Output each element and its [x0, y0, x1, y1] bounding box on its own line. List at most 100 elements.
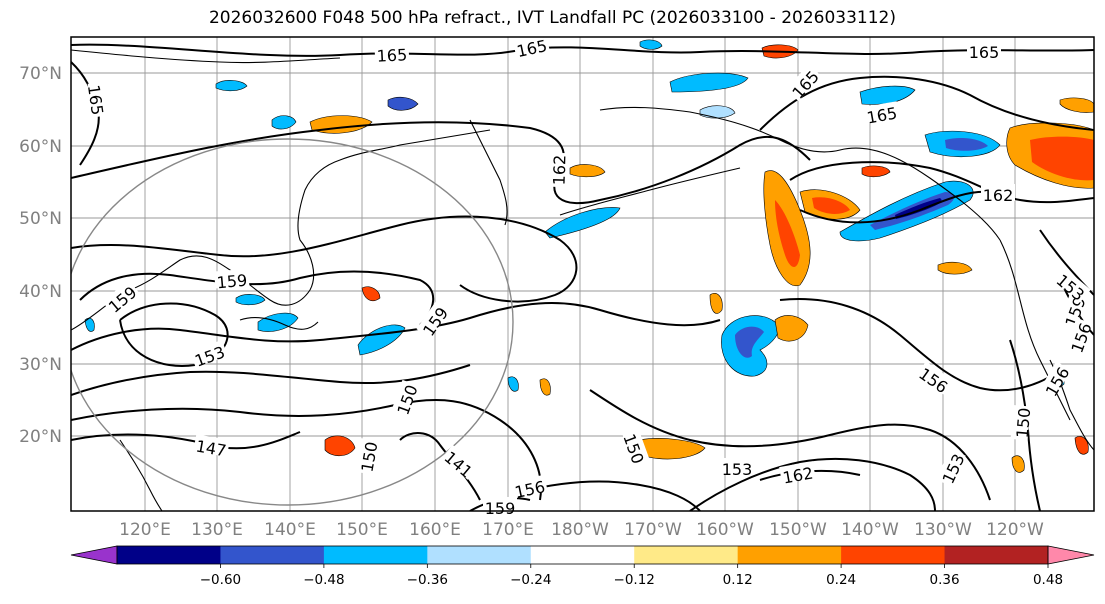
- contour-162-low: [799, 190, 991, 224]
- region-circle: [71, 138, 514, 506]
- pos-region-mid: [709, 292, 723, 314]
- lon-label: 170°E: [482, 520, 534, 540]
- contour-label-bg: [1053, 267, 1091, 303]
- neg-region-small-1: [215, 80, 248, 92]
- pos-region-east: [1074, 436, 1089, 455]
- contour-label-bg: [441, 444, 479, 480]
- lat-label: 50°N: [19, 209, 62, 229]
- colorbar-tick-label: −0.36: [407, 572, 448, 588]
- neg-region-small-3: [639, 39, 663, 50]
- contour-label: 162: [549, 154, 569, 185]
- contour-label: 153: [722, 460, 753, 479]
- pos-region-small-1: [569, 164, 606, 178]
- contour-label: 165: [969, 43, 1000, 62]
- colorbar-frame: [116, 545, 1049, 565]
- colorbar-tick-label: −0.24: [510, 572, 551, 588]
- lat-label: 70°N: [19, 64, 62, 84]
- colorbar-segment: [323, 546, 428, 564]
- colorbar-segment: [944, 546, 1049, 564]
- contour-label-bg: [981, 184, 1015, 201]
- neg-region-bc-core: [945, 138, 988, 151]
- lon-label: 160°E: [409, 520, 461, 540]
- contour-label-bg: [967, 41, 1001, 58]
- contour-label-bg: [779, 461, 816, 484]
- pos-region-arctic: [1059, 97, 1094, 113]
- map-title: 2026032600 F048 500 hPa refract., IVT La…: [208, 8, 896, 28]
- pos-region-kuril: [361, 286, 381, 301]
- lon-label: 140°E: [264, 520, 316, 540]
- contour-165-north: [71, 43, 1094, 57]
- contour-153-a: [71, 364, 471, 396]
- contour-label-bg: [390, 379, 419, 418]
- coast-philippines: [119, 439, 163, 511]
- lon-label: 150°W: [769, 520, 827, 540]
- contour-label-bg: [193, 434, 230, 457]
- contour-150-a: [71, 399, 542, 501]
- pos-region-tropic-west: [324, 435, 356, 457]
- lat-label: 20°N: [19, 427, 62, 447]
- contour-label-bg: [189, 339, 228, 368]
- lon-label: 130°W: [914, 520, 972, 540]
- colorbar-segment: [427, 546, 532, 564]
- neg-region-small-2: [271, 115, 297, 130]
- contour-153-south: [689, 457, 936, 511]
- contour-159-b: [79, 270, 435, 326]
- colorbar-tick-label: −0.60: [200, 572, 241, 588]
- colorbar-tick-label: 0.36: [930, 572, 960, 588]
- contour-label: 159: [216, 271, 248, 293]
- contour-label-bg: [510, 474, 548, 499]
- lon-label: 150°E: [336, 520, 388, 540]
- contour-label-bg: [374, 43, 410, 62]
- contour-153-b: [119, 302, 229, 367]
- colorbar-segment: [220, 546, 325, 564]
- contour-150-b: [589, 389, 991, 501]
- neg-region-bering: [669, 72, 749, 93]
- contour-label-bg: [547, 152, 566, 188]
- pos-region-small-2: [861, 165, 891, 178]
- pos-region-swirl: [774, 315, 809, 342]
- contour-162-ring: [789, 161, 1094, 204]
- ivt-shading-positive: [309, 44, 1094, 473]
- contour-label-bg: [935, 448, 966, 487]
- pos-region-gulf-core: [812, 197, 850, 214]
- contour-label-bg: [214, 268, 250, 289]
- contour-156-b: [779, 298, 1061, 392]
- colorbar-segment: [530, 546, 635, 564]
- colorbar-segment: [737, 546, 842, 564]
- lon-label: 180°W: [551, 520, 609, 540]
- lon-label: 120°E: [119, 520, 171, 540]
- pos-region-coast-core: [775, 200, 800, 268]
- longitude-labels: 120°E 130°E 140°E 150°E 160°E 170°E 180°W 170°W…: [119, 520, 1044, 540]
- coast-japan: [239, 316, 319, 330]
- neg-region-alaska: [859, 85, 916, 105]
- pos-region-baja: [1011, 455, 1025, 473]
- colorbar: −0.60 −0.48 −0.36 −0.24 −0.12 0.12 0.24 0.36 0.4…: [70, 545, 1095, 588]
- lon-label: 170°W: [624, 520, 682, 540]
- contour-label-bg: [87, 81, 110, 118]
- contour-label-bg: [416, 301, 450, 339]
- pos-region-canada-core: [1030, 136, 1094, 181]
- contour-label-bg: [863, 101, 900, 124]
- contour-label-bg: [1039, 361, 1071, 400]
- pos-region-small-3: [539, 378, 551, 396]
- neg-region-pacific: [544, 207, 621, 239]
- contour-label: 159: [485, 499, 516, 518]
- contour-165-alaska: [759, 75, 1094, 131]
- colorbar-tick-label: 0.48: [1033, 572, 1063, 588]
- lat-label: 40°N: [19, 282, 62, 302]
- colorbar-tick-label: 0.24: [826, 572, 856, 588]
- contour-label-bg: [1010, 405, 1031, 441]
- contour-label-bg: [512, 33, 550, 58]
- lon-label: 120°W: [986, 520, 1044, 540]
- contour-label-bg: [355, 438, 378, 475]
- contour-label: 165: [84, 83, 107, 116]
- neg-region-siberia: [387, 96, 419, 111]
- coast-siberia: [71, 49, 341, 64]
- neg-region-swirl-core: [735, 326, 764, 358]
- contour-label-bg: [483, 497, 517, 514]
- contour-label: 165: [376, 45, 407, 66]
- map-frame: [70, 36, 1095, 512]
- coast-alaska: [599, 106, 1001, 241]
- lon-label: 130°E: [191, 520, 243, 540]
